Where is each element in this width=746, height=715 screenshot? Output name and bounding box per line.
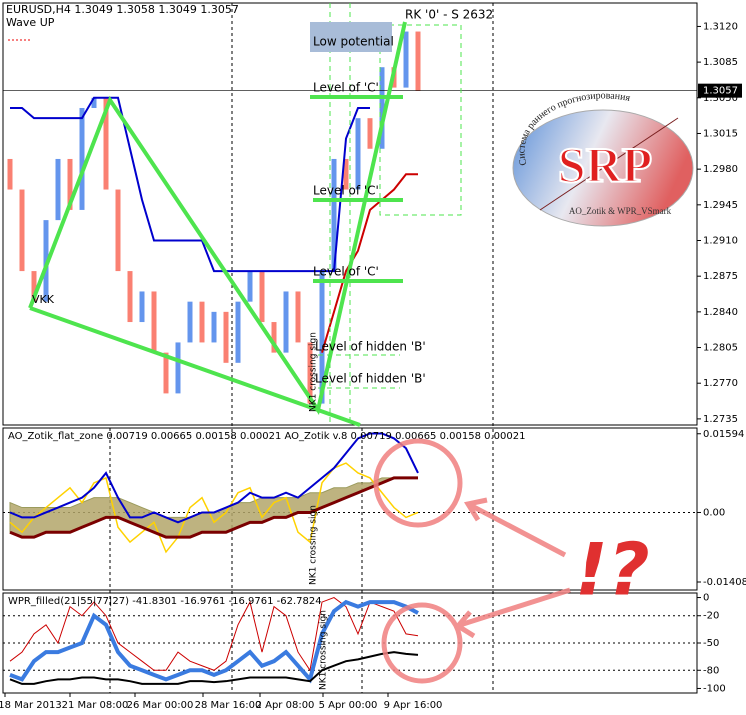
price-bar bbox=[283, 291, 289, 353]
price-bar bbox=[307, 342, 313, 404]
symbol-line: EURUSD,H4 1.3049 1.3058 1.3049 1.3057 bbox=[6, 3, 239, 16]
y-tick-label: 1.3120 bbox=[703, 21, 738, 32]
x-tick-label: 9 Apr 16:00 bbox=[384, 700, 443, 711]
price-bar bbox=[367, 118, 373, 149]
y-tick-label: 1.3050 bbox=[703, 93, 738, 104]
level-label: Level of 'C' bbox=[313, 184, 379, 198]
wpr-black-line bbox=[9, 651, 419, 685]
price-bar bbox=[247, 271, 253, 302]
price-bar bbox=[7, 158, 13, 190]
x-tick-label: 18 Mar 2013 bbox=[0, 700, 62, 711]
price-bar bbox=[415, 31, 421, 91]
current-price-box bbox=[698, 83, 742, 98]
y-tick-label: -50 bbox=[703, 638, 719, 649]
price-bar bbox=[271, 322, 277, 353]
price-bar bbox=[31, 271, 37, 302]
y-tick-label: -20 bbox=[703, 611, 719, 622]
y-tick-label: 1.2980 bbox=[703, 164, 738, 175]
price-bar bbox=[355, 118, 361, 190]
logo-title: SRP bbox=[558, 136, 652, 192]
ao-pane: 0.01594 0.00 -0.01408 bbox=[3, 429, 746, 588]
price-bar bbox=[127, 271, 133, 323]
price-bar bbox=[199, 301, 205, 343]
price-bar bbox=[343, 158, 349, 190]
y-tick-label: -100 bbox=[703, 683, 726, 694]
ao-base-line bbox=[9, 476, 418, 539]
price-bar bbox=[151, 291, 157, 353]
ao-fast-line bbox=[9, 462, 419, 554]
wpr-pane: 0 -20 -50 -80 -100 bbox=[3, 593, 726, 694]
alert-mark: !? bbox=[575, 528, 650, 612]
price-bar bbox=[403, 31, 409, 88]
price-bar bbox=[55, 158, 61, 221]
x-tick-label: 28 Mar 16:00 bbox=[195, 700, 262, 711]
indicator-name: Wave UP bbox=[6, 16, 55, 29]
wpr-blue-line bbox=[9, 599, 419, 684]
main-pane: 1.3120 1.3085 1.3050 1.3015 1.2980 1.2945 1.29… bbox=[3, 21, 742, 425]
low-potential-label: Low potential bbox=[313, 35, 394, 49]
price-bar bbox=[319, 271, 325, 404]
x-tick-label: 26 Mar 00:00 bbox=[127, 700, 194, 711]
y-tick-label: 0 bbox=[703, 593, 709, 604]
logo: SRP Система раннего прогнозирования AO_Z… bbox=[512, 91, 694, 227]
level-label: Level of 'C' bbox=[313, 81, 379, 95]
y-tick-label: -0.01408 bbox=[703, 577, 746, 588]
x-tick-label: 21 Mar 08:00 bbox=[62, 700, 129, 711]
rk-label: RK '0' - S 2632 bbox=[405, 8, 493, 22]
vkk-label: VKK bbox=[32, 293, 55, 306]
stop-line bbox=[321, 173, 418, 353]
price-bar bbox=[331, 158, 337, 272]
y-tick-label: 1.2945 bbox=[703, 200, 738, 211]
target-zones bbox=[318, 3, 462, 425]
wpr-title: WPR_filled(21|55|77|27) -41.8301 -16.976… bbox=[8, 596, 322, 607]
low-potential-box bbox=[310, 22, 392, 52]
nk1-label: NK1 crossing sign bbox=[309, 332, 319, 412]
y-tick-label: 1.2770 bbox=[703, 378, 738, 389]
wave-markup bbox=[28, 21, 407, 427]
price-bar bbox=[91, 97, 97, 108]
price-bar bbox=[163, 352, 169, 394]
y-tick-label: -80 bbox=[703, 665, 719, 676]
level-label: Level of hidden 'B' bbox=[315, 372, 426, 386]
price-bar bbox=[187, 301, 193, 343]
price-bar bbox=[115, 189, 121, 272]
price-bar bbox=[67, 158, 73, 210]
price-bar bbox=[379, 67, 385, 149]
price-bar bbox=[211, 311, 217, 343]
price-bar bbox=[223, 311, 229, 363]
price-bar bbox=[175, 342, 181, 394]
price-bar bbox=[19, 189, 25, 272]
y-tick-label: 1.2875 bbox=[703, 271, 738, 282]
ao-title: AO_Zotik_flat_zone 0.00719 0.00665 0.001… bbox=[8, 431, 526, 442]
y-tick-label: 1.2840 bbox=[703, 307, 738, 318]
nk1-label: NK1 crossing sign bbox=[309, 505, 319, 585]
level-label: Level of 'C' bbox=[313, 265, 379, 279]
y-tick-label: 0.00 bbox=[703, 507, 725, 518]
current-price-label: 1.3057 bbox=[703, 86, 738, 97]
price-bar bbox=[259, 271, 265, 323]
y-tick-label: 1.3015 bbox=[703, 128, 738, 139]
nk1-label: NK1 crossing sign bbox=[319, 610, 329, 690]
price-bar bbox=[295, 291, 301, 343]
y-tick-label: 1.2735 bbox=[703, 414, 738, 425]
price-bar bbox=[139, 291, 145, 323]
y-tick-label: 1.3085 bbox=[703, 57, 738, 68]
callouts bbox=[373, 438, 571, 684]
level-label: Level of hidden 'B' bbox=[315, 340, 426, 354]
y-tick-label: 1.2910 bbox=[703, 236, 738, 247]
price-bar bbox=[103, 97, 109, 190]
price-bar bbox=[235, 301, 241, 363]
y-tick-label: 1.2805 bbox=[703, 343, 738, 354]
wpr-red-line bbox=[9, 596, 419, 672]
ao-line bbox=[9, 432, 419, 524]
price-bar bbox=[79, 107, 85, 210]
x-tick-label: 2 Apr 08:00 bbox=[256, 700, 315, 711]
logo-authors: AO_Zotik & WPR_VSmark bbox=[569, 206, 672, 216]
period-separators bbox=[109, 3, 494, 693]
channel-line bbox=[10, 96, 370, 273]
x-tick-label: 5 Apr 00:00 bbox=[319, 700, 378, 711]
y-tick-label: 0.01594 bbox=[703, 429, 744, 440]
